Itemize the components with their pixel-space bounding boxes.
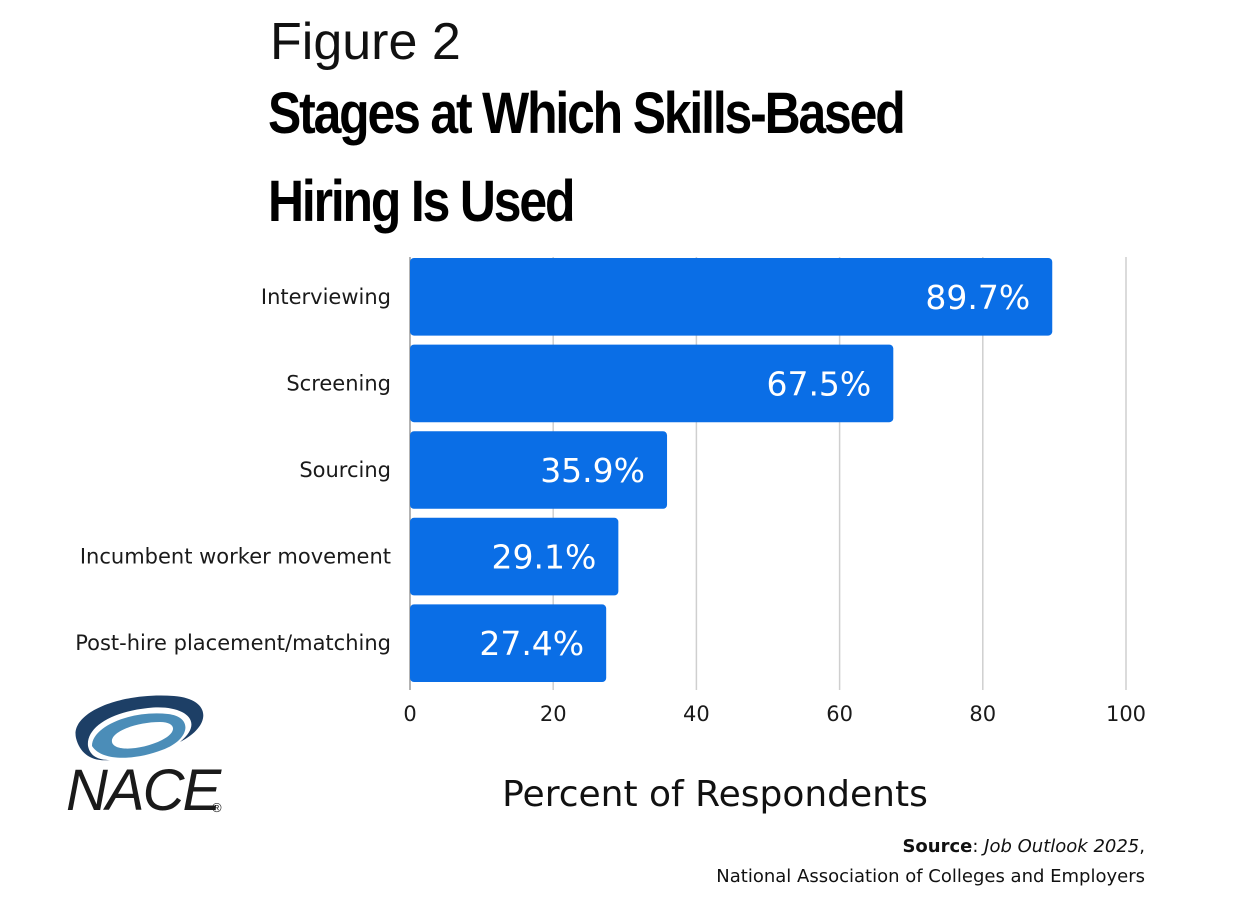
source-publication: Job Outlook 2025 (984, 836, 1140, 857)
data-label: 67.5% (766, 364, 871, 403)
source-key: Source (902, 836, 973, 857)
data-label: 29.1% (492, 538, 597, 577)
logo-swoosh-outer (75, 695, 204, 761)
logo-swoosh-inner (92, 713, 186, 758)
source-note: Source: Job Outlook 2025, National Assoc… (716, 832, 1145, 892)
x-tick-label: 80 (969, 702, 996, 726)
source-separator: : (972, 836, 985, 857)
bar (410, 431, 668, 509)
data-label: 35.9% (540, 451, 645, 490)
bar (410, 344, 894, 423)
bar (410, 258, 1053, 336)
x-tick-label: 20 (540, 702, 567, 726)
bar (410, 604, 607, 682)
chart-title-line-1: Stages at Which Skills-Based (268, 81, 906, 146)
category-label: Post-hire placement/matching (75, 631, 391, 655)
figure-label: Figure 2 (270, 13, 461, 71)
category-label: Incumbent worker movement (80, 545, 391, 569)
logo-wordmark: NACE (66, 758, 222, 820)
data-label: 89.7% (925, 278, 1030, 317)
source-publication-suffix: , (1139, 836, 1145, 857)
x-axis-title: Percent of Respondents (502, 774, 928, 815)
category-label: Screening (286, 371, 391, 395)
bar (410, 517, 619, 596)
nace-logo: NACE ® (66, 695, 224, 820)
x-tick-label: 0 (403, 702, 416, 726)
data-label: 27.4% (479, 624, 584, 663)
category-label: Interviewing (261, 285, 391, 309)
x-tick-label: 40 (683, 702, 710, 726)
chart-title-line-2: Hiring Is Used (268, 169, 575, 234)
logo-registered-mark: ® (212, 800, 222, 815)
category-label: Sourcing (299, 458, 391, 482)
source-organization: National Association of Colleges and Emp… (716, 866, 1145, 887)
x-tick-label: 60 (826, 702, 853, 726)
x-tick-label: 100 (1106, 702, 1146, 726)
